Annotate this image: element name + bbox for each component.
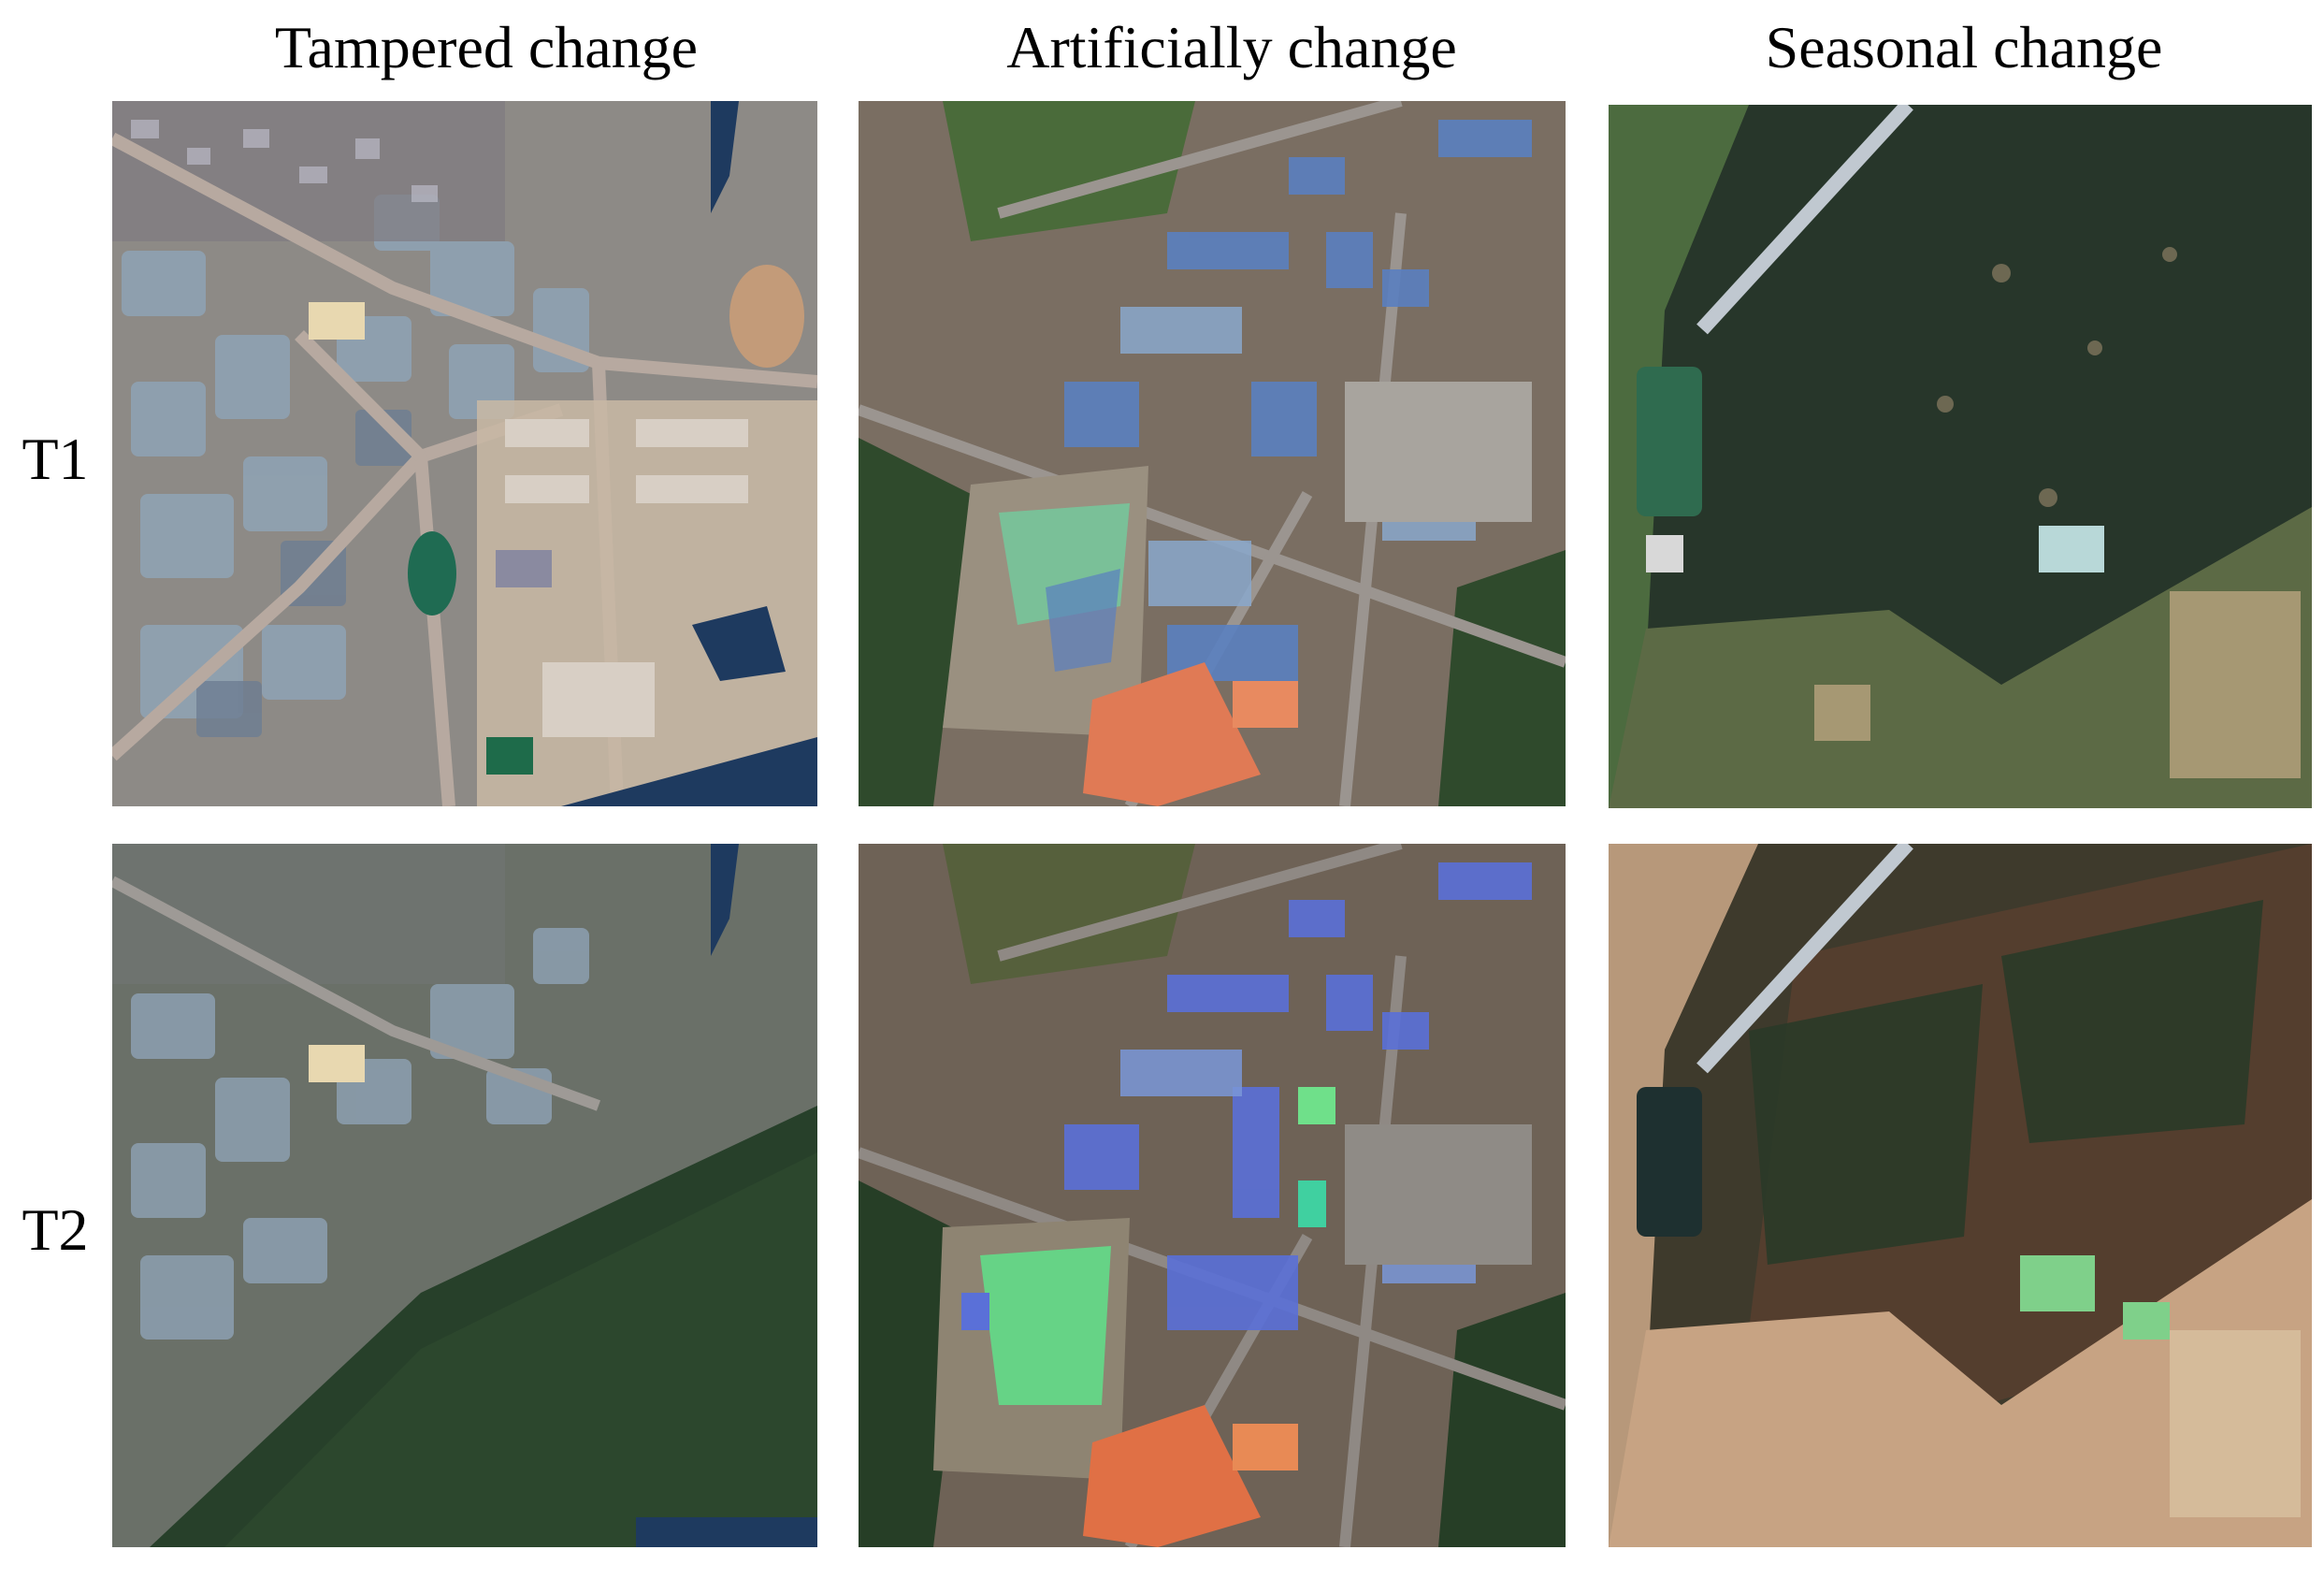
aerial-image-tampered-t1 bbox=[112, 101, 817, 806]
image-artificial-t1 bbox=[859, 101, 1566, 806]
image-artificial-t2 bbox=[859, 844, 1566, 1547]
image-tampered-t1 bbox=[112, 101, 817, 806]
row-label-t1: T1 bbox=[22, 426, 89, 492]
aerial-image-artificial-t1 bbox=[859, 101, 1566, 806]
aerial-image-artificial-t2 bbox=[859, 844, 1566, 1547]
image-seasonal-t2 bbox=[1609, 844, 2312, 1547]
image-seasonal-t1 bbox=[1609, 105, 2312, 808]
column-title-seasonal: Seasonal change bbox=[1765, 14, 2163, 80]
row-label-t2: T2 bbox=[22, 1196, 89, 1263]
column-title-artificial: Artificially change bbox=[1006, 14, 1457, 80]
aerial-image-seasonal-t1 bbox=[1609, 105, 2312, 808]
image-tampered-t2 bbox=[112, 844, 817, 1547]
aerial-image-tampered-t2 bbox=[112, 844, 817, 1547]
column-title-tampered: Tampered change bbox=[274, 14, 699, 80]
aerial-image-seasonal-t2 bbox=[1609, 844, 2312, 1547]
